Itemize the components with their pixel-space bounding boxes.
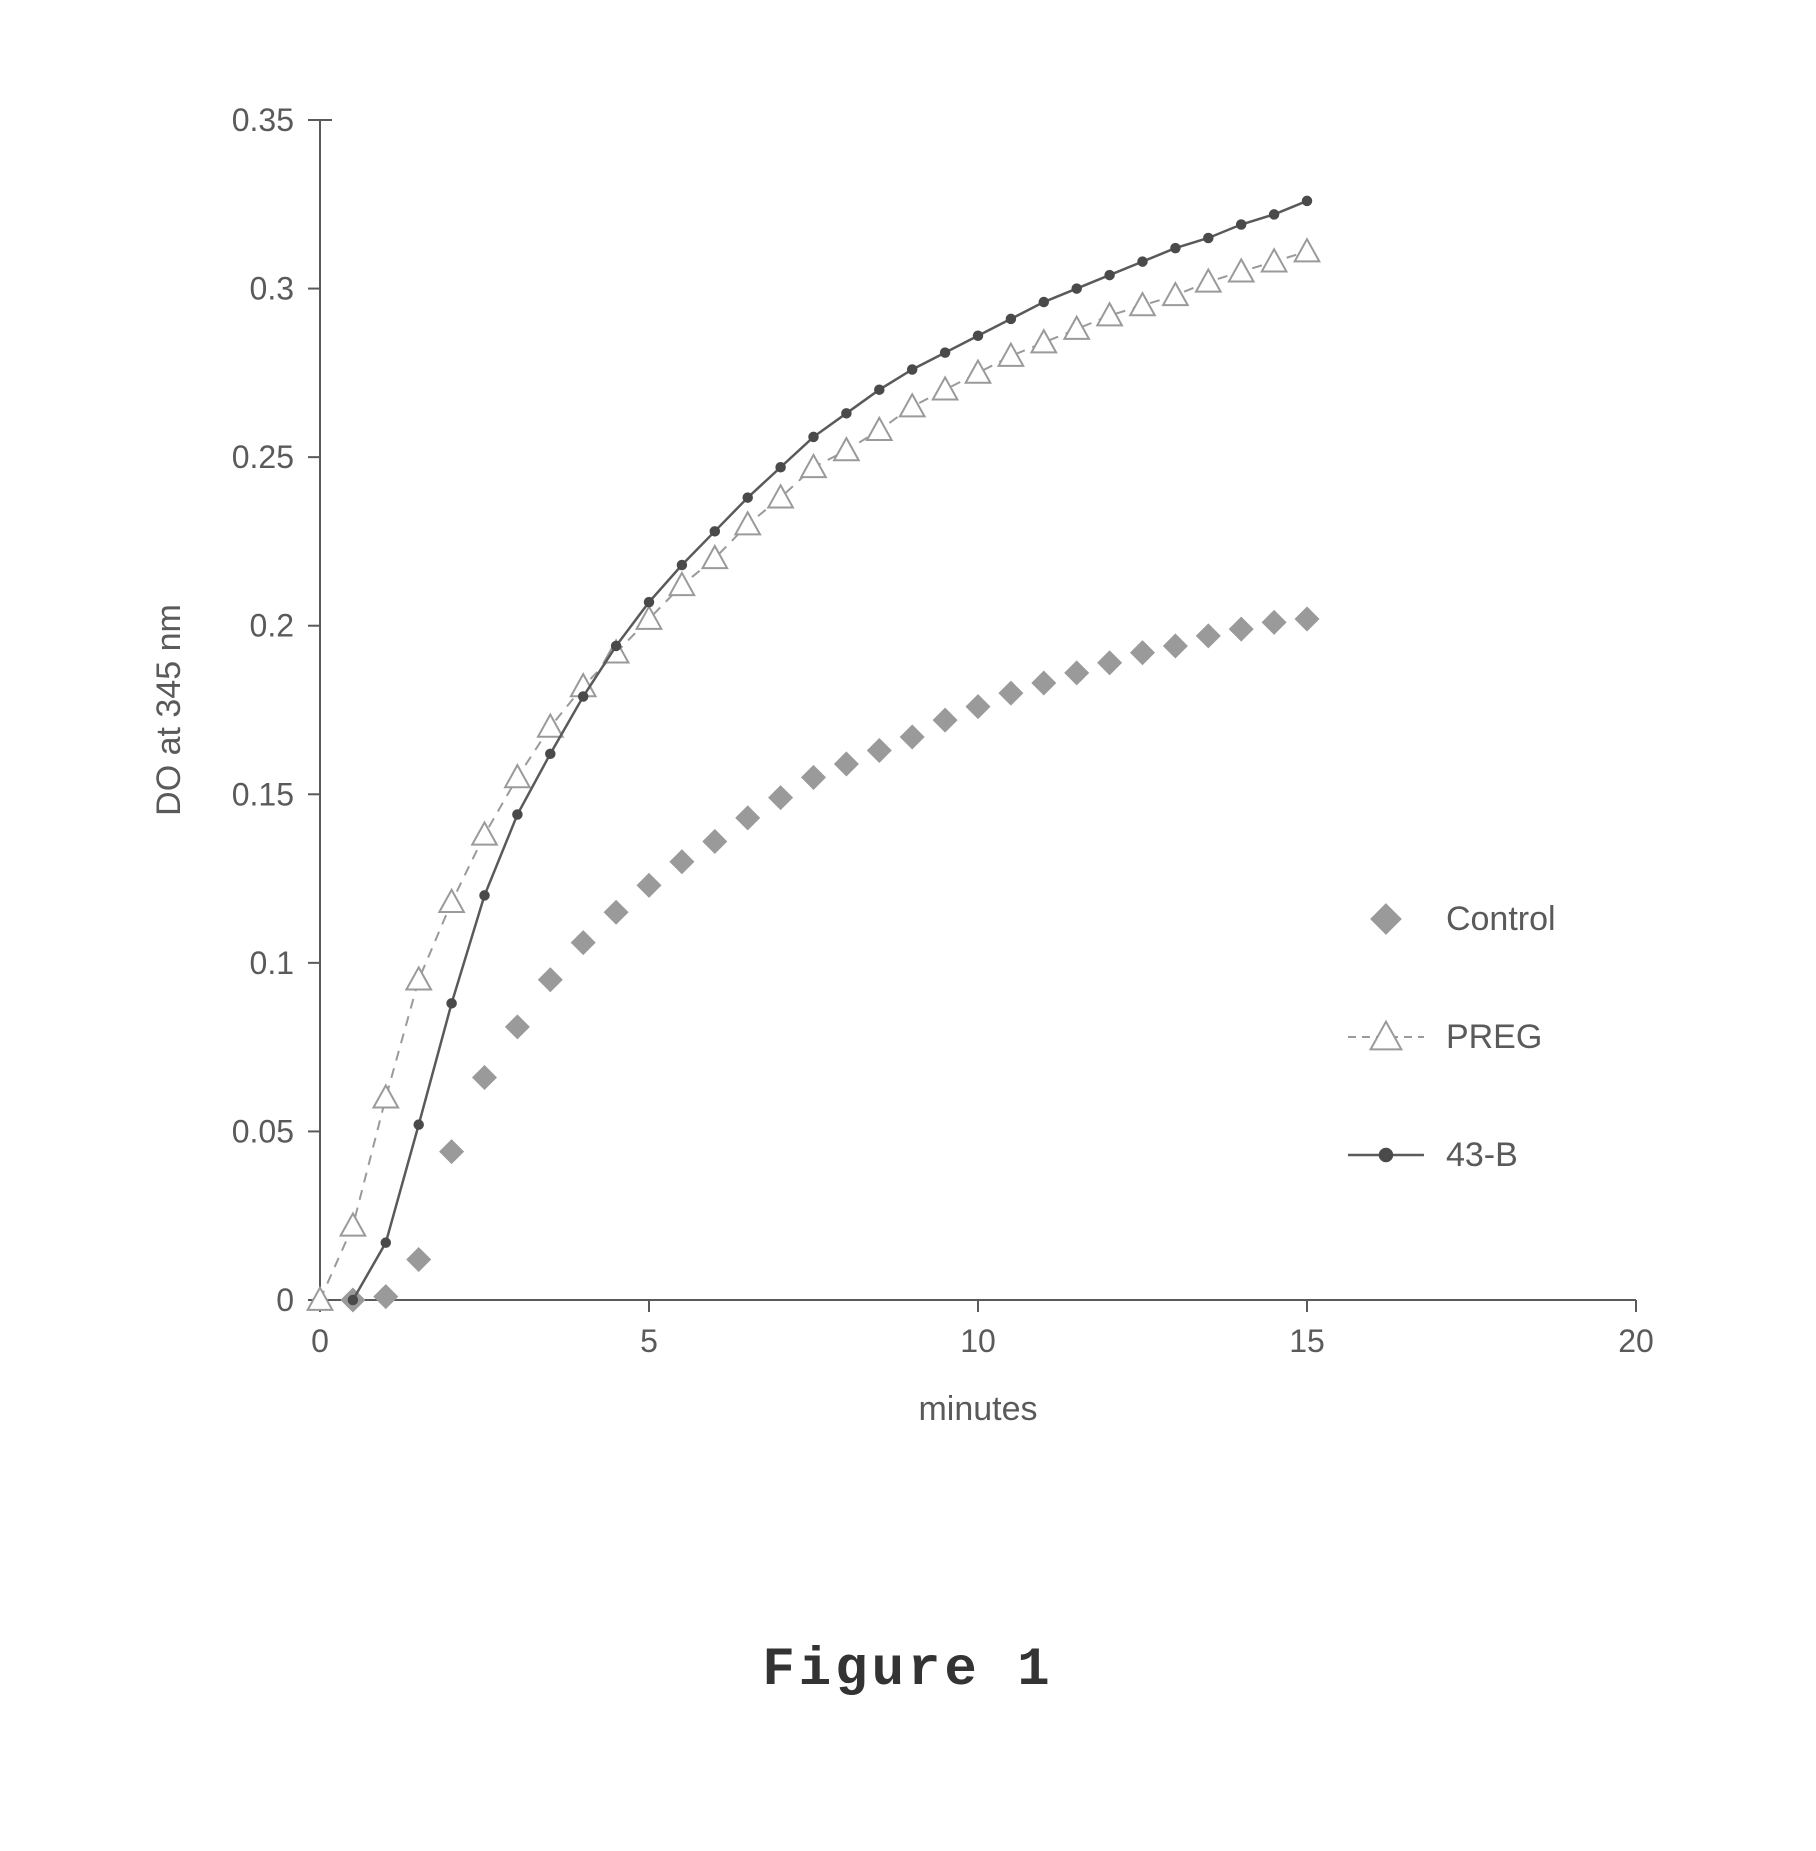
legend-item-43-b: 43-B xyxy=(1348,1136,1518,1174)
svg-text:DO at 345 nm: DO at 345 nm xyxy=(150,604,188,816)
figure-caption: Figure 1 xyxy=(0,1640,1816,1701)
svg-text:Control: Control xyxy=(1446,900,1556,938)
chart-container: 0 5 10 15 20 0 0.05 0.1 0.15 0.2 0.25 0.3 0.35 minute… xyxy=(120,80,1696,1480)
svg-text:0.05: 0.05 xyxy=(232,1113,294,1149)
svg-text:10: 10 xyxy=(960,1323,996,1359)
svg-text:15: 15 xyxy=(1289,1323,1325,1359)
svg-text:minutes: minutes xyxy=(918,1390,1037,1428)
legend-item-control: Control xyxy=(1371,900,1556,938)
svg-text:43-B: 43-B xyxy=(1446,1136,1518,1174)
svg-text:0.15: 0.15 xyxy=(232,776,294,812)
svg-text:0.3: 0.3 xyxy=(250,271,294,307)
svg-text:0: 0 xyxy=(311,1323,329,1359)
svg-text:0.2: 0.2 xyxy=(250,608,294,644)
legend-item-preg: PREG xyxy=(1348,1018,1542,1056)
line-chart: 0 5 10 15 20 0 0.05 0.1 0.15 0.2 0.25 0.3 0.35 minute… xyxy=(120,80,1696,1480)
svg-text:0.25: 0.25 xyxy=(232,439,294,475)
svg-text:0.35: 0.35 xyxy=(232,102,294,138)
svg-text:0: 0 xyxy=(276,1282,294,1318)
series-43-b xyxy=(348,196,1311,1304)
svg-text:5: 5 xyxy=(640,1323,658,1359)
svg-text:20: 20 xyxy=(1618,1323,1654,1359)
svg-text:0.1: 0.1 xyxy=(250,945,294,981)
series-control xyxy=(341,607,1318,1311)
svg-text:PREG: PREG xyxy=(1446,1018,1542,1056)
